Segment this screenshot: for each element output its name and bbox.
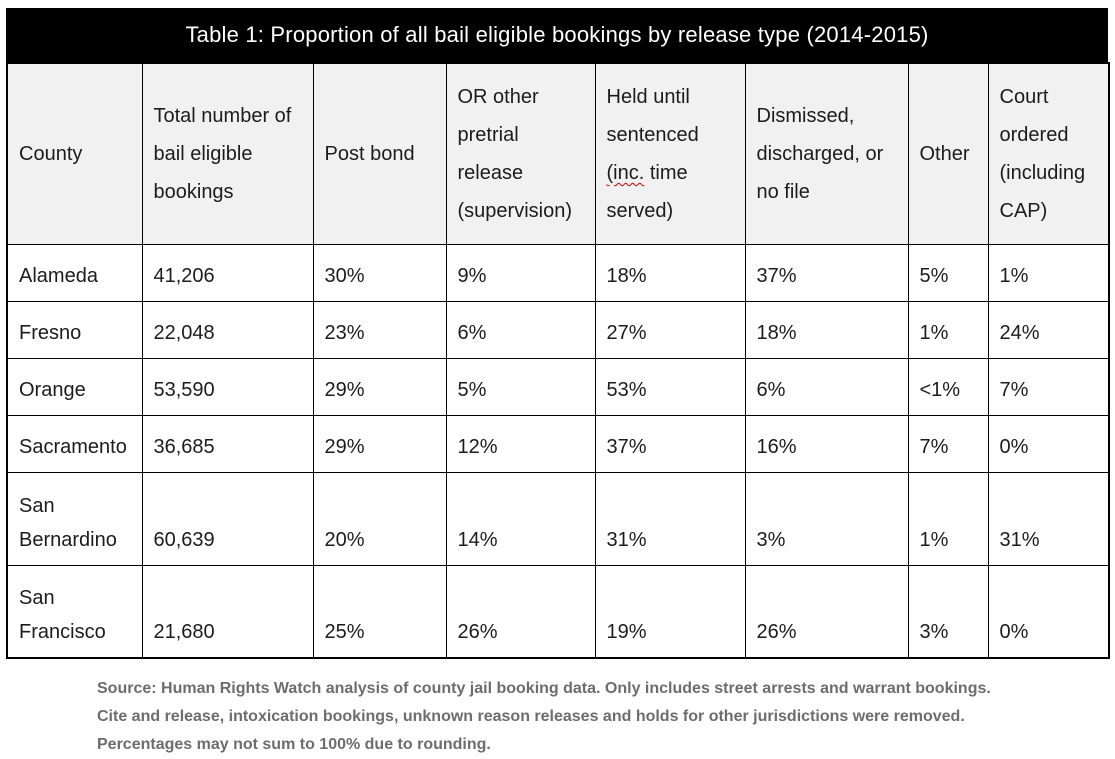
value-cell: 37%: [744, 243, 909, 302]
value-cell: 25%: [312, 564, 447, 659]
county-cell: Alameda: [6, 243, 143, 302]
value-cell: 18%: [594, 243, 746, 302]
value-cell: 26%: [445, 564, 596, 659]
table-row-san-francisco: San Francisco 21,680 25% 26% 19% 26% 3% …: [6, 564, 1110, 659]
value-cell: 7%: [907, 414, 989, 473]
column-header-post-bond: Post bond: [312, 62, 447, 245]
value-cell: 60,639: [141, 471, 314, 566]
value-cell: 29%: [312, 414, 447, 473]
value-cell: 23%: [312, 300, 447, 359]
value-cell: 37%: [594, 414, 746, 473]
bail-bookings-table: County Total number of bail eligible boo…: [6, 62, 1110, 659]
value-cell: 29%: [312, 357, 447, 416]
table-body: Alameda 41,206 30% 9% 18% 37% 5% 1% Fres…: [6, 243, 1110, 659]
column-header-or-pretrial-release: OR other pretrial release (supervision): [445, 62, 596, 245]
value-cell: 31%: [594, 471, 746, 566]
value-cell: 1%: [907, 471, 989, 566]
column-header-court-ordered: Court ordered (including CAP): [987, 62, 1110, 245]
county-cell: San Bernardino: [6, 471, 143, 566]
value-cell: 9%: [445, 243, 596, 302]
value-cell: 6%: [445, 300, 596, 359]
county-cell: San Francisco: [6, 564, 143, 659]
column-header-county: County: [6, 62, 143, 245]
value-cell: 12%: [445, 414, 596, 473]
table-title-bar: Table 1: Proportion of all bail eligible…: [6, 8, 1108, 62]
column-header-total-bookings: Total number of bail eligible bookings: [141, 62, 314, 245]
table-row-alameda: Alameda 41,206 30% 9% 18% 37% 5% 1%: [6, 243, 1110, 302]
table-figure: Table 1: Proportion of all bail eligible…: [6, 8, 1110, 759]
value-cell: 16%: [744, 414, 909, 473]
table-row-orange: Orange 53,590 29% 5% 53% 6% <1% 7%: [6, 357, 1110, 416]
value-cell: 5%: [907, 243, 989, 302]
value-cell: 18%: [744, 300, 909, 359]
value-cell: <1%: [907, 357, 989, 416]
value-cell: 14%: [445, 471, 596, 566]
value-cell: 3%: [907, 564, 989, 659]
table-row-sacramento: Sacramento 36,685 29% 12% 37% 16% 7% 0%: [6, 414, 1110, 473]
value-cell: 24%: [987, 300, 1110, 359]
value-cell: 27%: [594, 300, 746, 359]
table-header: County Total number of bail eligible boo…: [6, 62, 1110, 245]
value-cell: 30%: [312, 243, 447, 302]
county-cell: Fresno: [6, 300, 143, 359]
column-header-held-until-sentenced: Held until sentenced (inc. time served): [594, 62, 746, 245]
value-cell: 53,590: [141, 357, 314, 416]
value-cell: 41,206: [141, 243, 314, 302]
value-cell: 53%: [594, 357, 746, 416]
value-cell: 3%: [744, 471, 909, 566]
value-cell: 1%: [907, 300, 989, 359]
value-cell: 19%: [594, 564, 746, 659]
value-cell: 0%: [987, 564, 1110, 659]
table-row-fresno: Fresno 22,048 23% 6% 27% 18% 1% 24%: [6, 300, 1110, 359]
value-cell: 36,685: [141, 414, 314, 473]
table-title: Table 1: Proportion of all bail eligible…: [185, 22, 929, 47]
spellcheck-underline-text: (inc.: [606, 161, 645, 184]
column-header-other: Other: [907, 62, 989, 245]
value-cell: 5%: [445, 357, 596, 416]
value-cell: 7%: [987, 357, 1110, 416]
value-cell: 22,048: [141, 300, 314, 359]
held-header-text-pre: Held until sentenced: [606, 85, 699, 146]
value-cell: 31%: [987, 471, 1110, 566]
header-row: County Total number of bail eligible boo…: [6, 62, 1110, 245]
column-header-dismissed: Dismissed, discharged, or no file: [744, 62, 909, 245]
value-cell: 26%: [744, 564, 909, 659]
source-note: Source: Human Rights Watch analysis of c…: [97, 680, 991, 753]
county-cell: Orange: [6, 357, 143, 416]
county-cell: Sacramento: [6, 414, 143, 473]
value-cell: 20%: [312, 471, 447, 566]
value-cell: 0%: [987, 414, 1110, 473]
value-cell: 1%: [987, 243, 1110, 302]
value-cell: 21,680: [141, 564, 314, 659]
table-row-san-bernardino: San Bernardino 60,639 20% 14% 31% 3% 1% …: [6, 471, 1110, 566]
value-cell: 6%: [744, 357, 909, 416]
held-header-text-post: time served): [606, 161, 688, 222]
